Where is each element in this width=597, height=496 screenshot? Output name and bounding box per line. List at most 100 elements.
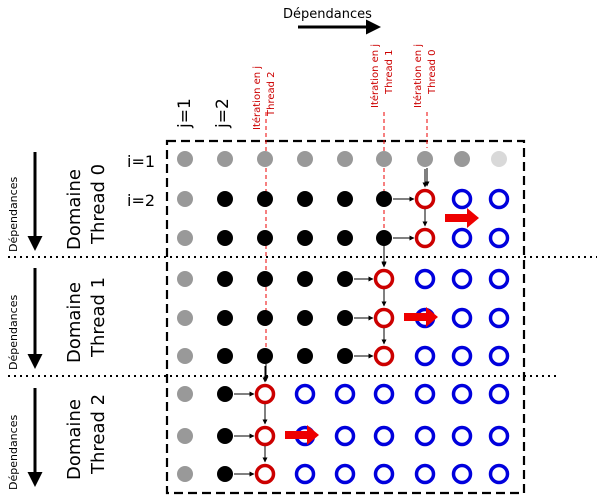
svg-text:Itération en j: Itération en j [251,66,263,130]
node-grid [177,151,508,483]
row-label-i2: i=2 [127,191,155,210]
active-node [417,230,434,247]
active-node [376,271,393,288]
boundary-node [217,151,233,167]
pending-node [491,466,508,483]
computed-node [337,271,353,287]
active-node [257,386,274,403]
boundary-node [177,151,193,167]
pending-node [454,230,471,247]
boundary-node [177,428,193,444]
pending-node [297,386,314,403]
pending-node [297,466,314,483]
column-label-j1: j=1 [175,98,195,129]
iteration-label-thread-1: Itération en j Thread 1 [369,44,395,108]
boundary-node [177,230,193,246]
svg-text:Domaine: Domaine [64,169,85,250]
active-node [376,348,393,365]
domain-label-thread-2: Domaine Thread 2 [64,394,109,480]
svg-text:Domaine: Domaine [64,282,85,363]
pending-node [417,386,434,403]
computed-node [217,386,233,402]
computed-node [297,310,313,326]
active-node [257,428,274,445]
boundary-node [337,151,353,167]
computed-node [217,466,233,482]
svg-text:Thread 1: Thread 1 [88,277,109,358]
computed-node [217,191,233,207]
active-node [417,191,434,208]
boundary-node [297,151,313,167]
pending-node [454,271,471,288]
domain-label-thread-0: Domaine Thread 0 [64,164,109,250]
iteration-label-thread-0: Itération en j Thread 0 [412,44,438,108]
boundary-node [177,386,193,402]
column-label-j2: j=2 [213,98,233,129]
computed-node [337,230,353,246]
svg-text:Thread 2: Thread 2 [88,394,109,475]
computed-node [337,310,353,326]
boundary-node [177,191,193,207]
computed-node [217,348,233,364]
boundary-node [177,466,193,482]
pending-node [337,466,354,483]
computed-node [217,428,233,444]
pending-node [491,230,508,247]
side-dependencies-domain-1: Dépendances [7,268,35,370]
boundary-node [454,151,470,167]
svg-text:Dépendances: Dépendances [7,177,20,252]
svg-text:Itération en j: Itération en j [412,44,424,108]
pending-node [491,428,508,445]
computed-node [297,271,313,287]
pending-node [491,271,508,288]
boundary-node [376,151,392,167]
pending-node [337,428,354,445]
pending-node [454,310,471,327]
computed-node [337,191,353,207]
svg-text:Dépendances: Dépendances [7,295,20,370]
svg-text:Thread 1: Thread 1 [384,49,395,95]
computed-node [217,310,233,326]
computed-node [257,310,273,326]
computed-node [257,348,273,364]
propagation-arrow [445,208,479,228]
boundary-node [177,271,193,287]
pending-node [337,386,354,403]
pending-node [417,348,434,365]
computed-node [297,348,313,364]
iteration-label-thread-2: Itération en j Thread 2 [251,66,277,130]
side-dependencies-domain-2: Dépendances [7,388,35,490]
row-label-i1: i=1 [127,152,155,171]
pending-node [491,191,508,208]
pending-node [491,386,508,403]
pending-node [454,428,471,445]
pending-node [454,348,471,365]
computed-node [217,230,233,246]
svg-text:Thread 2: Thread 2 [266,71,277,117]
computed-node [257,271,273,287]
computed-node [376,191,392,207]
pending-node [454,386,471,403]
computed-node [376,230,392,246]
computed-node [257,191,273,207]
boundary-node [177,348,193,364]
pending-node [376,386,393,403]
domain-label-thread-1: Domaine Thread 1 [64,277,109,363]
pending-node [454,466,471,483]
svg-text:Itération en j: Itération en j [369,44,381,108]
pending-node [454,191,471,208]
boundary-node [491,151,507,167]
svg-text:Thread 0: Thread 0 [427,49,438,95]
svg-text:Domaine: Domaine [64,399,85,480]
svg-text:Dépendances: Dépendances [7,415,20,490]
computed-node [257,230,273,246]
active-node [376,310,393,327]
side-dependencies-domain-0: Dépendances [7,152,35,252]
boundary-node [177,310,193,326]
boundary-node [257,151,273,167]
svg-text:Thread 0: Thread 0 [88,164,109,245]
boundary-node [417,151,433,167]
computed-node [217,271,233,287]
active-node [257,466,274,483]
top-dependencies-label: Dépendances [283,7,372,22]
